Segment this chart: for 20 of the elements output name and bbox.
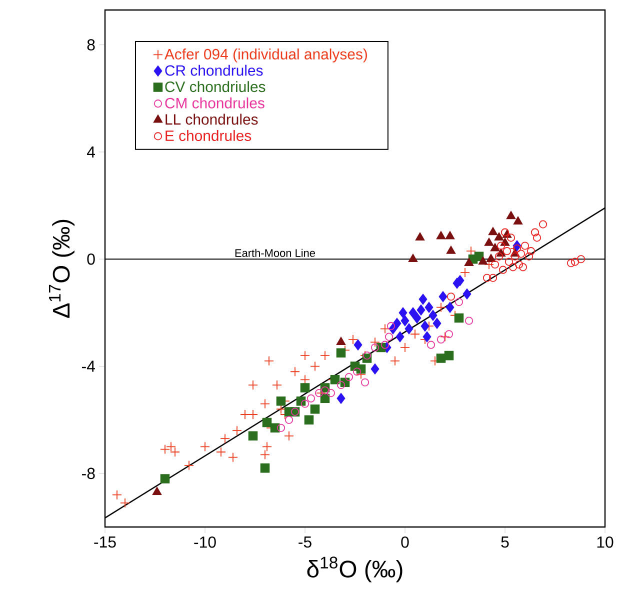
x-tick-label: -10 [194,536,216,548]
y-tick-label: -4 [82,360,96,372]
y-tick-label: 4 [86,146,96,158]
x-tick-label: 0 [401,536,409,548]
legend-label: Acfer 094 (individual analyses) [164,48,367,62]
x-axis-title: δ$^{18}$O (‰) [307,556,402,582]
y-axis-title: Δ$^{17}$O (‰) [49,220,74,318]
legend-label: CM chondrules [165,97,264,108]
legend-label: CR chondrules [165,64,263,76]
legend-label: CV chondriules [165,81,266,92]
legend-label: LL chondrules [166,114,258,125]
x-tick-label: -15 [94,536,116,548]
legend-label: E chondrules [166,130,252,142]
y-tick-label: 0 [87,253,95,265]
x-tick-label: 10 [597,536,614,548]
ref-line-label: Earth-Moon Line [235,248,316,257]
y-tick-label: 8 [87,39,95,50]
y-tick-label: -8 [82,468,95,480]
x-tick-label: -5 [298,536,312,548]
x-tick-label: 5 [501,536,509,548]
